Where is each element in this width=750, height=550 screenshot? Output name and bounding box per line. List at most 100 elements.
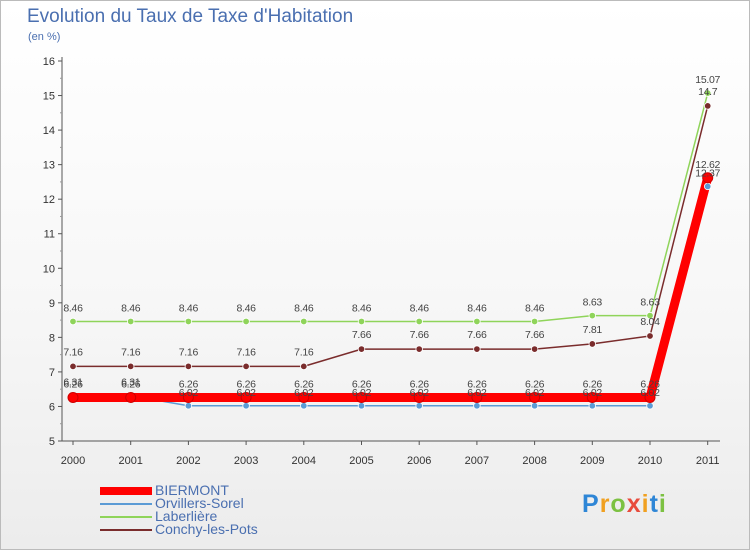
data-label: 7.66 (467, 329, 487, 341)
legend-swatch (100, 516, 152, 518)
x-tick-label: 2005 (349, 455, 373, 467)
data-label: 6.31 (63, 377, 83, 389)
x-tick-label: 2007 (465, 455, 489, 467)
line-chart: 56789101112131415162000 2001 2002 2003 2004 2… (0, 0, 750, 550)
x-tick-label: 2009 (580, 455, 604, 467)
data-label: 15.07 (695, 74, 720, 86)
y-tick-label: 13 (43, 160, 55, 172)
y-tick-label: 7 (49, 367, 55, 379)
data-label: 8.46 (236, 302, 256, 314)
data-point (301, 363, 308, 370)
series-line-1 (73, 186, 708, 405)
data-point (531, 318, 538, 325)
y-tick-label: 15 (43, 91, 55, 103)
data-label: 6.02 (583, 387, 603, 399)
data-point (704, 183, 711, 190)
x-tick-label: 2008 (522, 455, 546, 467)
data-label: 7.16 (63, 346, 83, 358)
legend-swatch (100, 503, 152, 505)
data-label: 6.02 (467, 387, 487, 399)
data-label: 7.16 (179, 346, 199, 358)
data-point (416, 318, 423, 325)
data-label: 7.66 (525, 329, 545, 341)
data-label: 8.46 (467, 302, 487, 314)
data-point (531, 402, 538, 409)
data-point (185, 363, 192, 370)
x-tick-label: 2010 (638, 455, 662, 467)
y-tick-label: 11 (44, 229, 55, 241)
data-label: 6.02 (179, 387, 199, 399)
data-label: 7.16 (121, 346, 141, 358)
data-label: 8.46 (525, 302, 545, 314)
data-point (531, 346, 538, 353)
data-label: 12.37 (695, 167, 720, 179)
data-point (185, 318, 192, 325)
data-label: 8.63 (583, 297, 603, 309)
legend-swatch (100, 529, 152, 531)
logo-letter: i (642, 490, 650, 518)
data-label: 7.16 (236, 346, 256, 358)
data-label: 8.46 (352, 302, 372, 314)
data-label: 6.02 (236, 387, 256, 399)
x-tick-label: 2011 (696, 455, 720, 467)
x-tick-label: 2004 (292, 455, 316, 467)
data-point (127, 363, 134, 370)
legend-swatch (100, 487, 152, 495)
data-label: 6.02 (352, 387, 372, 399)
logo-letter: P (582, 490, 600, 518)
x-tick-label: 2001 (118, 455, 142, 467)
data-label: 8.46 (294, 302, 314, 314)
series-line-2 (73, 93, 708, 321)
data-point (301, 402, 308, 409)
data-label: 6.02 (525, 387, 545, 399)
data-point (243, 402, 250, 409)
y-tick-label: 6 (49, 401, 55, 413)
y-tick-label: 8 (49, 332, 55, 344)
series-line-3 (73, 106, 708, 366)
y-tick-label: 5 (49, 436, 55, 448)
logo-letter: r (600, 490, 611, 518)
data-point (358, 346, 365, 353)
data-label: 6.02 (640, 387, 660, 399)
data-point (68, 392, 78, 402)
logo-letter: i (659, 490, 667, 518)
data-point (127, 318, 134, 325)
logo-letter: t (650, 490, 659, 518)
x-tick-label: 2002 (176, 455, 200, 467)
logo-letter: o (610, 490, 626, 518)
data-point (416, 402, 423, 409)
data-point (358, 402, 365, 409)
data-label: 14.7 (698, 86, 718, 98)
proxiti-logo: Proxiti (582, 490, 667, 519)
data-label: 6.02 (294, 387, 314, 399)
data-point (589, 402, 596, 409)
data-point (126, 392, 136, 402)
data-point (358, 318, 365, 325)
x-tick-label: 2006 (407, 455, 431, 467)
y-tick-label: 14 (43, 125, 55, 137)
data-point (647, 333, 654, 340)
legend-label: Conchy-les-Pots (155, 521, 258, 537)
data-point (70, 363, 77, 370)
data-label: 7.16 (294, 346, 314, 358)
data-point (185, 402, 192, 409)
data-label: 8.04 (640, 316, 660, 328)
data-label: 8.46 (121, 302, 141, 314)
y-tick-label: 16 (43, 56, 55, 68)
data-label: 6.02 (410, 387, 430, 399)
logo-letter: x (627, 490, 642, 518)
data-point (416, 346, 423, 353)
data-point (474, 318, 481, 325)
data-point (474, 346, 481, 353)
data-point (589, 312, 596, 319)
y-tick-label: 10 (43, 263, 55, 275)
data-point (589, 341, 596, 348)
data-point (647, 402, 654, 409)
data-label: 6.31 (121, 377, 141, 389)
data-label: 7.66 (410, 329, 430, 341)
data-point (243, 363, 250, 370)
data-point (704, 103, 711, 110)
data-label: 7.66 (352, 329, 372, 341)
data-point (243, 318, 250, 325)
x-tick-label: 2003 (234, 455, 258, 467)
